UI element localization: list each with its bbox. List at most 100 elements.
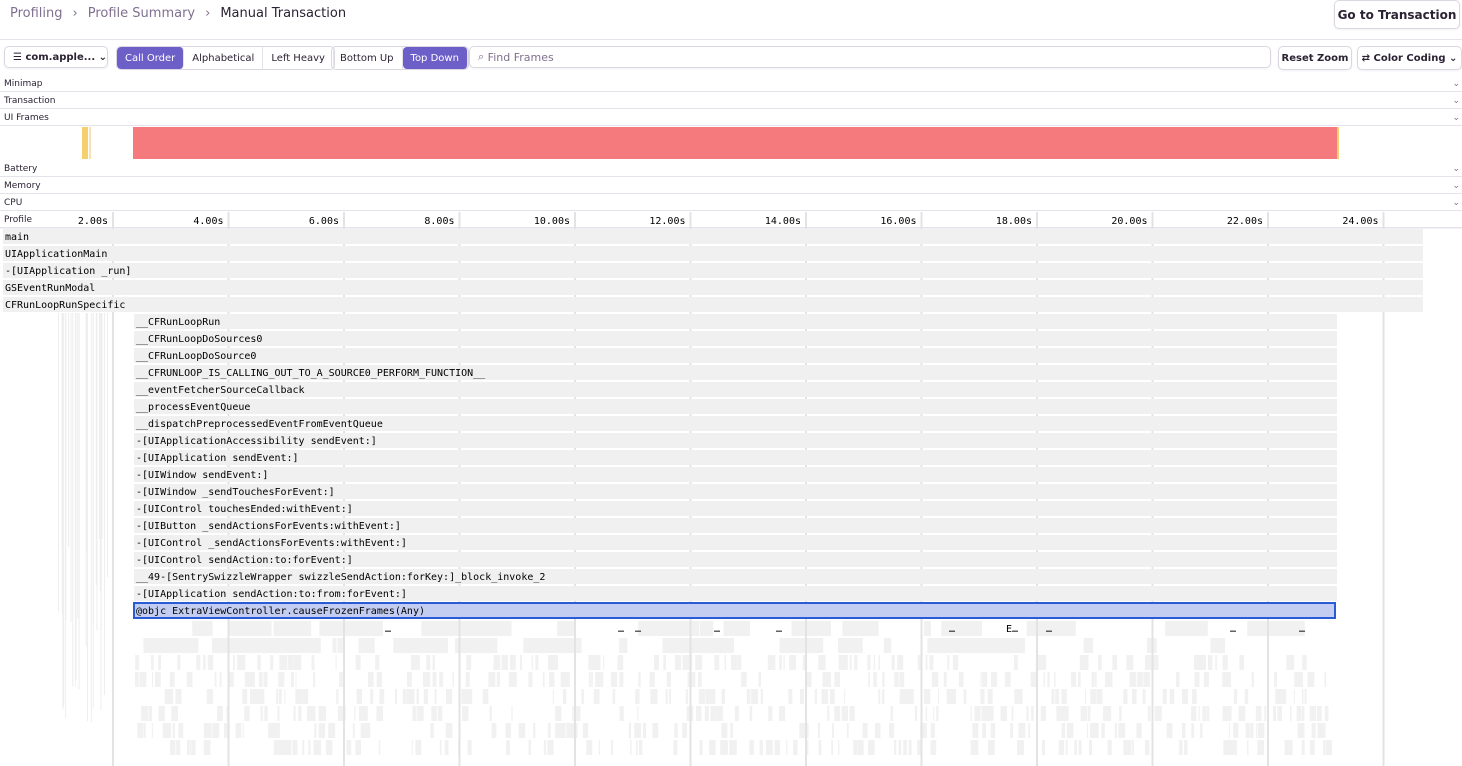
frame-fragment: [929, 655, 934, 670]
frame-fragment: [61, 313, 63, 614]
frame-label: __CFRUNLOOP_IS_CALLING_OUT_TO_A_SOURCE0_…: [136, 368, 486, 379]
top-down[interactable]: Top Down: [402, 47, 468, 69]
frame-fragment: [86, 313, 88, 552]
frame-fragment: [1118, 723, 1126, 738]
frame-fragment: [1028, 723, 1031, 738]
time-tick: 20.00s: [1111, 216, 1147, 227]
frame-fragment: [1279, 689, 1287, 704]
color-coding[interactable]: ⇄ Color Coding ⌄: [1357, 46, 1462, 70]
frame-fragment: [664, 655, 666, 670]
frame-fragment: [505, 723, 512, 738]
reset-zoom[interactable]: Reset Zoom: [1278, 46, 1352, 70]
frame-fragment: [284, 740, 292, 755]
panel-header[interactable]: Minimap ⌄: [0, 76, 1462, 92]
frame-fragment: [840, 655, 848, 670]
search-placeholder: Find Frames: [487, 50, 554, 64]
frame-fragment: [1065, 740, 1068, 755]
frame-fragment: [270, 655, 274, 670]
frame-fragment: [1107, 740, 1112, 755]
frame-fragment: [196, 655, 200, 670]
frame-fragment: [947, 655, 950, 670]
frame-fragment: [175, 689, 182, 704]
time-tick: 22.00s: [1227, 216, 1263, 227]
panel-header[interactable]: Memory ⌄: [0, 178, 1462, 194]
frame-fragment: [462, 706, 469, 721]
frame-fragment: [970, 706, 972, 721]
frame-fragment: [513, 672, 517, 687]
frame-fragment: [570, 723, 576, 738]
frame-fragment: [414, 655, 420, 670]
frame-fragment: [924, 689, 931, 704]
left-heavy[interactable]: Left Heavy: [263, 47, 334, 69]
frame-fragment: [1206, 706, 1210, 721]
frame-fragment: [588, 655, 595, 670]
frame-fragment: [586, 740, 589, 755]
go-to-transaction[interactable]: Go to Transaction: [1334, 0, 1460, 29]
frame-fragment: [808, 672, 812, 687]
frame-fragment: [1247, 621, 1286, 636]
search[interactable]: ⌕ Find Frames: [469, 46, 1271, 68]
frame: [134, 365, 1337, 380]
frame-fragment: [1255, 723, 1257, 738]
frame-fragment: [807, 621, 831, 636]
panel-header[interactable]: UI Frames ⌄: [0, 110, 1462, 126]
call-order[interactable]: Call Order: [117, 47, 185, 69]
frame-fragment: [548, 740, 554, 755]
frame-fragment: [722, 740, 725, 755]
frame-fragment: [417, 706, 424, 721]
panel-header[interactable]: CPU ⌄: [0, 195, 1462, 211]
frame-fragment: [430, 723, 434, 738]
frame-fragment: [233, 655, 235, 670]
frame-fragment: [759, 740, 763, 755]
panel-header[interactable]: Battery ⌄: [0, 161, 1462, 177]
frame-fragment: [987, 706, 994, 721]
frame: [134, 552, 1337, 567]
crumb[interactable]: Profile Summary: [87, 6, 196, 21]
frame-fragment: [1200, 655, 1205, 670]
frame-fragment: [1062, 706, 1069, 721]
frame-fragment: [1014, 689, 1017, 704]
frame-fragment: [930, 740, 937, 755]
frame-fragment: [898, 740, 902, 755]
frame-fragment: [260, 706, 262, 721]
alphabetical[interactable]: Alphabetical: [184, 47, 264, 69]
crumb[interactable]: Profiling: [10, 6, 63, 21]
frame-fragment: [446, 689, 453, 704]
frame-fragment: [75, 313, 77, 680]
frame-fragment: [1098, 655, 1102, 670]
frame-fragment: [868, 740, 875, 755]
frame-fragment: [637, 706, 639, 721]
frame-fragment: [237, 655, 240, 670]
child-label: …: [714, 624, 720, 635]
frame-fragment: [467, 740, 472, 755]
panel-header[interactable]: Transaction ⌄: [0, 93, 1462, 109]
frame-fragment: [506, 740, 510, 755]
thread-select[interactable]: ☰ com.apple... ⌄: [4, 46, 108, 68]
frame-fragment: [682, 655, 687, 670]
frame-fragment: [1302, 655, 1307, 670]
frame-fragment: [802, 655, 808, 670]
panel-label: CPU: [4, 198, 23, 208]
frame-fragment: [907, 689, 914, 704]
frame-fragment: [846, 723, 849, 738]
frame-fragment: [143, 723, 146, 738]
frame-fragment: [721, 723, 725, 738]
frame-fragment: [1234, 689, 1238, 704]
frame-fragment: [1070, 723, 1073, 738]
frame-fragment: [730, 723, 733, 738]
frame-fragment: [273, 740, 278, 755]
thread: com.apple...: [25, 51, 96, 63]
frame-fragment: [1193, 655, 1200, 670]
frame-fragment: [704, 706, 709, 721]
frame-fragment: [135, 672, 139, 687]
frame-fragment: [931, 672, 939, 687]
frame-fragment: [674, 723, 678, 738]
frame-fragment: [238, 655, 241, 670]
time-tick: 24.00s: [1342, 216, 1378, 227]
frame-fragment: [511, 706, 513, 721]
frame-fragment: [936, 706, 939, 721]
frame-fragment: [1039, 655, 1047, 670]
frame-fragment: [635, 740, 638, 755]
frame-fragment: [930, 723, 935, 738]
bottom-up[interactable]: Bottom Up: [332, 47, 403, 69]
